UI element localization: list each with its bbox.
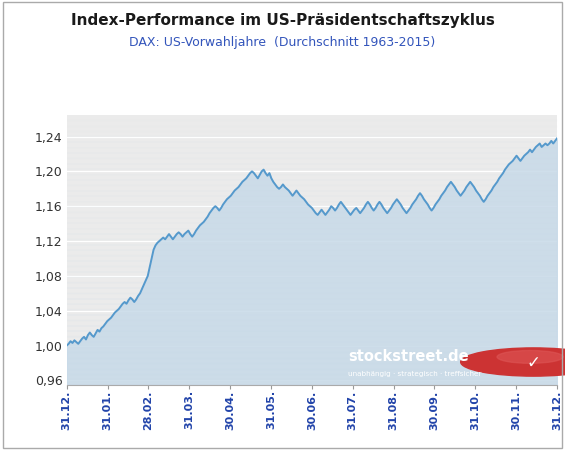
Text: stockstreet.de: stockstreet.de xyxy=(348,349,469,364)
Text: DAX: US-Vorwahljahre  (Durchschnitt 1963-2015): DAX: US-Vorwahljahre (Durchschnitt 1963-… xyxy=(129,36,436,49)
Text: unabhängig · strategisch · treffsicher: unabhängig · strategisch · treffsicher xyxy=(348,371,482,377)
Circle shape xyxy=(460,348,565,376)
Text: Index-Performance im US-Präsidentschaftszyklus: Index-Performance im US-Präsidentschafts… xyxy=(71,13,494,27)
Text: ✓: ✓ xyxy=(527,354,540,372)
Circle shape xyxy=(497,351,563,363)
